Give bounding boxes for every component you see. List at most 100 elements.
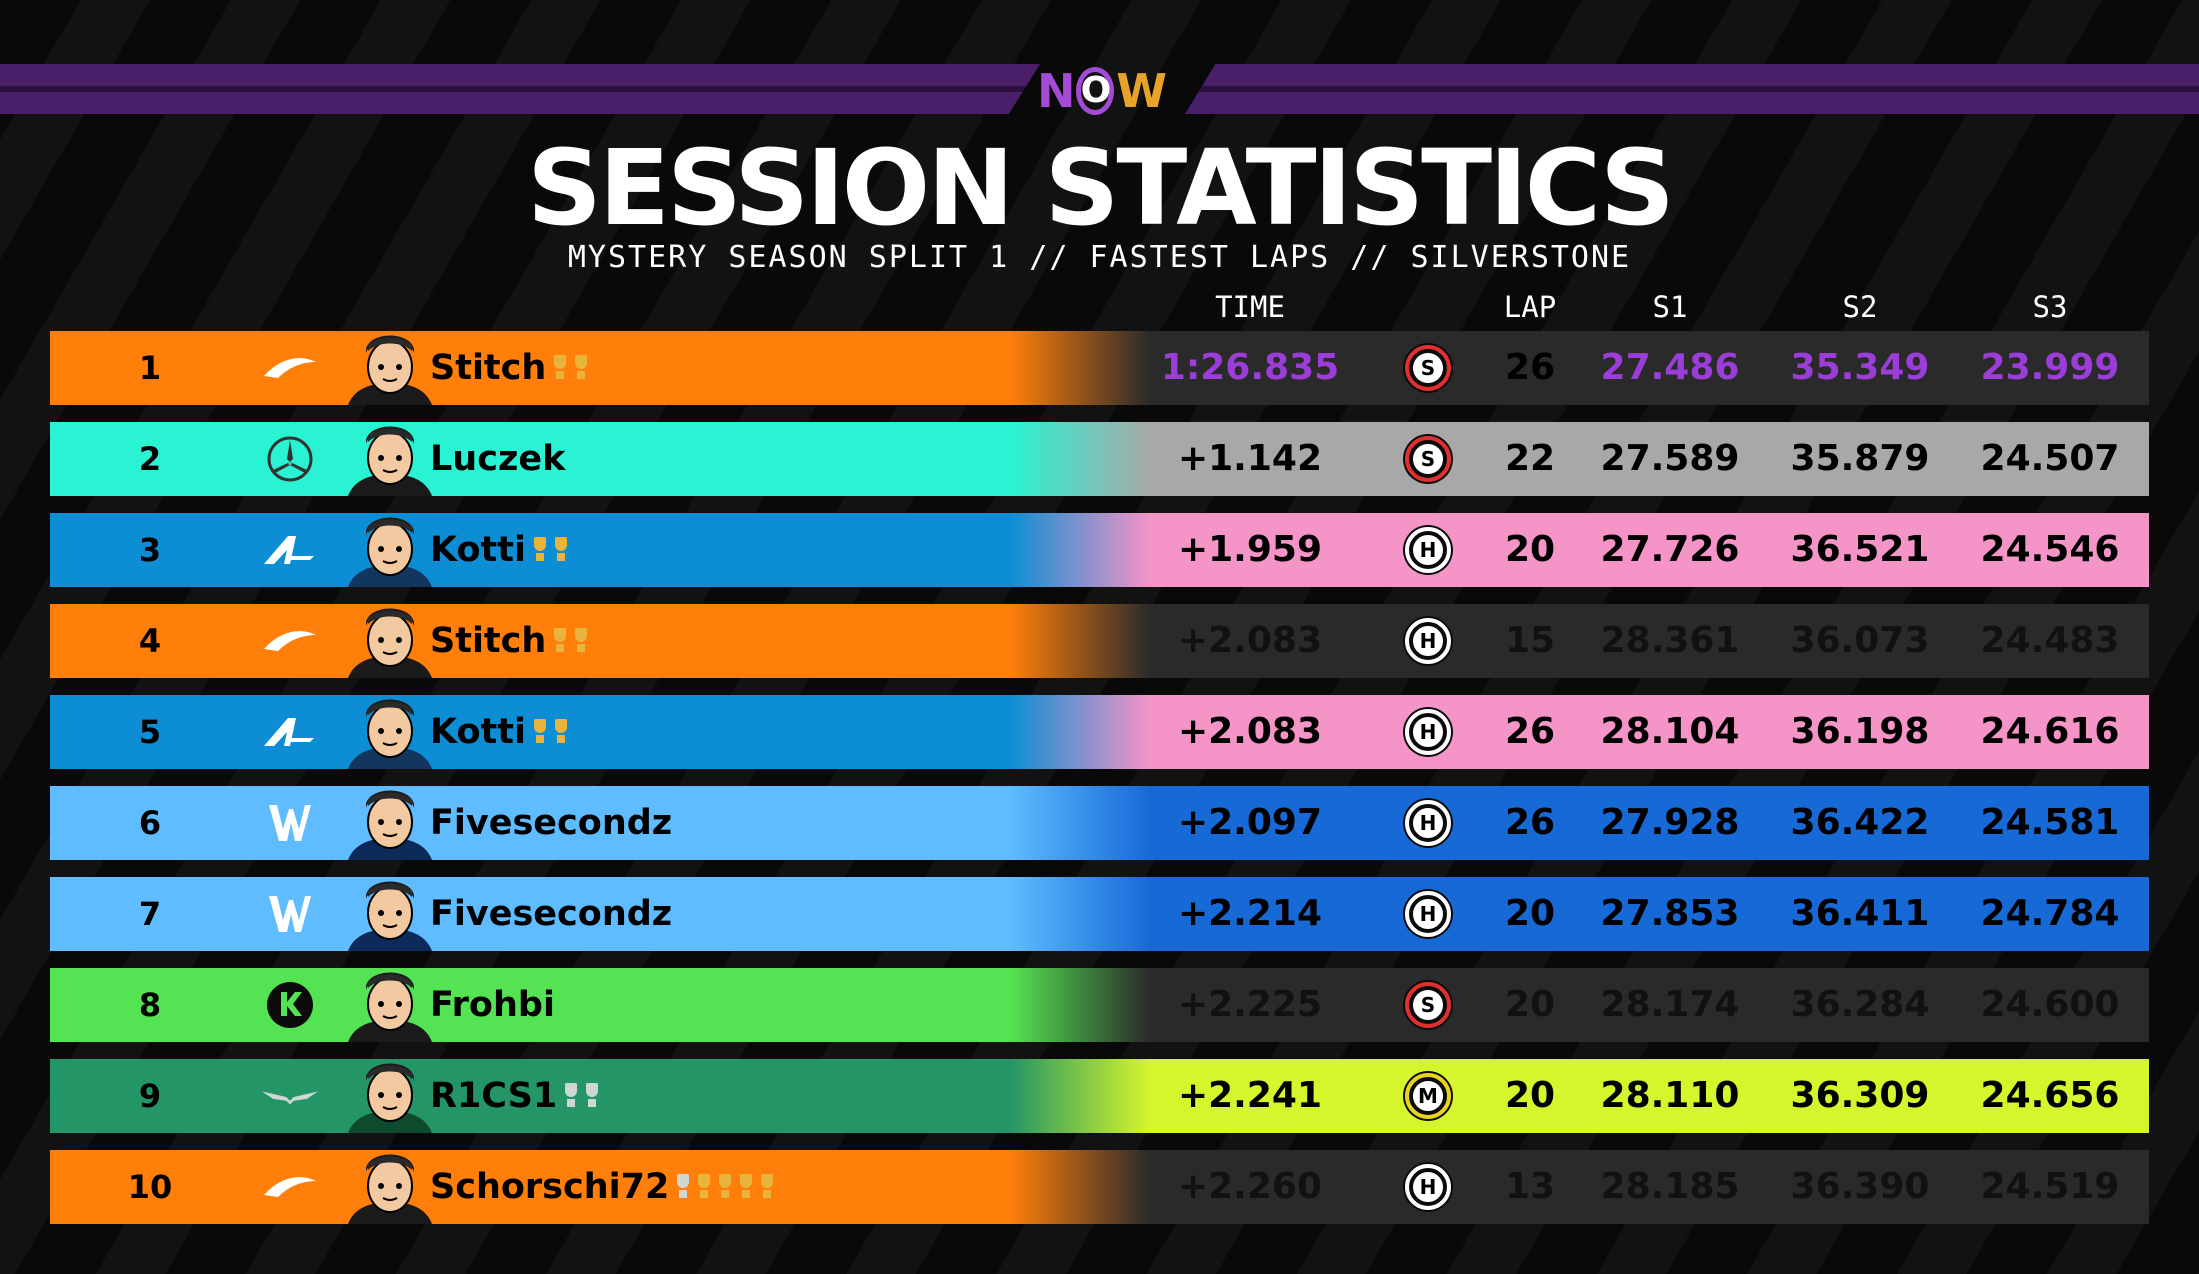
sector-s1-time: 27.726 [1600, 529, 1740, 570]
driver-avatar [330, 331, 450, 405]
column-header-s2: S2 [1842, 290, 1878, 324]
sector-s2-time: 36.390 [1790, 1166, 1930, 1207]
sector-s3-time: 24.546 [1980, 529, 2120, 570]
svg-text:H: H [1420, 902, 1437, 926]
sector-s2-time: 36.309 [1790, 1075, 1930, 1116]
svg-text:S: S [1421, 356, 1435, 380]
lap-number: 20 [1504, 529, 1556, 570]
gap-time: +2.097 [1177, 802, 1323, 843]
gap-time: +2.083 [1177, 620, 1323, 661]
driver-name-text: Schorschi72 [430, 1167, 670, 1207]
trophy-icon [554, 537, 568, 563]
sector-s2-time: 36.284 [1790, 984, 1930, 1025]
driver-avatar [330, 604, 450, 678]
driver-name: Frohbi [430, 968, 555, 1042]
driver-avatar [330, 968, 450, 1042]
sector-s3-time: 23.999 [1980, 347, 2120, 388]
sector-s1-time: 27.486 [1600, 347, 1740, 388]
driver-avatar [330, 786, 450, 860]
table-row: 6 Fivesecondz +2.097 H 26 27.928 36.422 24.581 [50, 786, 2149, 860]
tyre-compound-icon: S [1402, 433, 1454, 485]
driver-name: Kotti [430, 695, 568, 769]
position-number: 10 [127, 1168, 173, 1206]
driver-name: R1CS1 [430, 1059, 599, 1133]
svg-text:H: H [1420, 629, 1437, 653]
page-title: SESSION STATISTICS [527, 127, 1675, 249]
aston-wings-icon [260, 1071, 320, 1121]
gap-time: +1.142 [1177, 438, 1323, 479]
trophy-icon [574, 628, 588, 654]
williams-w-icon [260, 798, 320, 848]
column-header-lap: LAP [1503, 290, 1557, 324]
table-row: 4 Stitch +2.083 H 15 28.361 36.073 24.483 [50, 604, 2149, 678]
gap-time: 1:26.835 [1160, 347, 1340, 388]
driver-avatar [330, 1059, 450, 1133]
sector-s3-time: 24.784 [1980, 893, 2120, 934]
trophy-icon [553, 628, 567, 654]
driver-name-text: Stitch [430, 348, 547, 388]
lap-number: 20 [1504, 1075, 1556, 1116]
gap-time: +2.225 [1177, 984, 1323, 1025]
table-row: 9 R1CS1 +2.241 M 20 28.110 36.309 24.656 [50, 1059, 2149, 1133]
driver-name-text: Kotti [430, 712, 527, 752]
sector-s1-time: 28.174 [1600, 984, 1740, 1025]
position-number: 5 [138, 713, 162, 751]
position-number: 1 [138, 349, 162, 387]
gap-time: +2.241 [1177, 1075, 1323, 1116]
sauber-k-icon [260, 980, 320, 1030]
position-number: 6 [138, 804, 162, 842]
trophy-icon [553, 355, 567, 381]
sector-s2-time: 35.879 [1790, 438, 1930, 479]
driver-name-text: Frohbi [430, 985, 555, 1025]
driver-name: Stitch [430, 331, 588, 405]
page-subtitle: MYSTERY SEASON SPLIT 1 // FASTEST LAPS /… [567, 240, 1632, 275]
trophy-icon [718, 1174, 732, 1200]
lap-number: 20 [1504, 984, 1556, 1025]
logo-letter-n: N [1037, 64, 1075, 118]
sector-s3-time: 24.507 [1980, 438, 2120, 479]
tyre-compound-icon: H [1402, 706, 1454, 758]
sector-s2-time: 36.422 [1790, 802, 1930, 843]
position-number: 7 [138, 895, 162, 933]
position-number: 4 [138, 622, 162, 660]
position-number: 3 [138, 531, 162, 569]
trophy-icon [739, 1174, 753, 1200]
gap-time: +1.959 [1177, 529, 1323, 570]
lap-number: 26 [1504, 347, 1556, 388]
gap-time: +2.260 [1177, 1166, 1323, 1207]
tyre-compound-icon: H [1402, 888, 1454, 940]
sector-s1-time: 27.589 [1600, 438, 1740, 479]
logo-letter-o: O [1075, 67, 1115, 115]
sector-s2-time: 35.349 [1790, 347, 1930, 388]
sector-s1-time: 28.361 [1600, 620, 1740, 661]
sector-s2-time: 36.198 [1790, 711, 1930, 752]
column-header-time: TIME [1215, 290, 1285, 324]
header-band-right [1185, 64, 2199, 114]
lap-number: 26 [1504, 711, 1556, 752]
svg-text:H: H [1420, 811, 1437, 835]
position-number: 9 [138, 1077, 162, 1115]
driver-avatar [330, 422, 450, 496]
trophy-icon [564, 1083, 578, 1109]
tyre-compound-icon: S [1402, 979, 1454, 1031]
sector-s3-time: 24.483 [1980, 620, 2120, 661]
column-header-s1: S1 [1652, 290, 1688, 324]
driver-name-text: Fivesecondz [430, 894, 673, 934]
lap-number: 15 [1504, 620, 1556, 661]
table-row: 8 Frohbi +2.225 S 20 28.174 36.284 24.600 [50, 968, 2149, 1042]
table-row: 7 Fivesecondz +2.214 H 20 27.853 36.411 24.784 [50, 877, 2149, 951]
sector-s3-time: 24.616 [1980, 711, 2120, 752]
table-row: 1 Stitch 1:26.835 S 26 27.486 35.349 23.999 [50, 331, 2149, 405]
mclaren-swoosh-icon [260, 616, 320, 666]
trophy-icon [585, 1083, 599, 1109]
trophy-icon [554, 719, 568, 745]
position-number: 8 [138, 986, 162, 1024]
driver-name: Schorschi72 [430, 1150, 774, 1224]
lap-number: 22 [1504, 438, 1556, 479]
tyre-compound-icon: S [1402, 342, 1454, 394]
tyre-compound-icon: H [1402, 615, 1454, 667]
svg-text:M: M [1418, 1084, 1438, 1108]
sector-s2-time: 36.411 [1790, 893, 1930, 934]
sector-s3-time: 24.519 [1980, 1166, 2120, 1207]
trophy-icon [676, 1174, 690, 1200]
